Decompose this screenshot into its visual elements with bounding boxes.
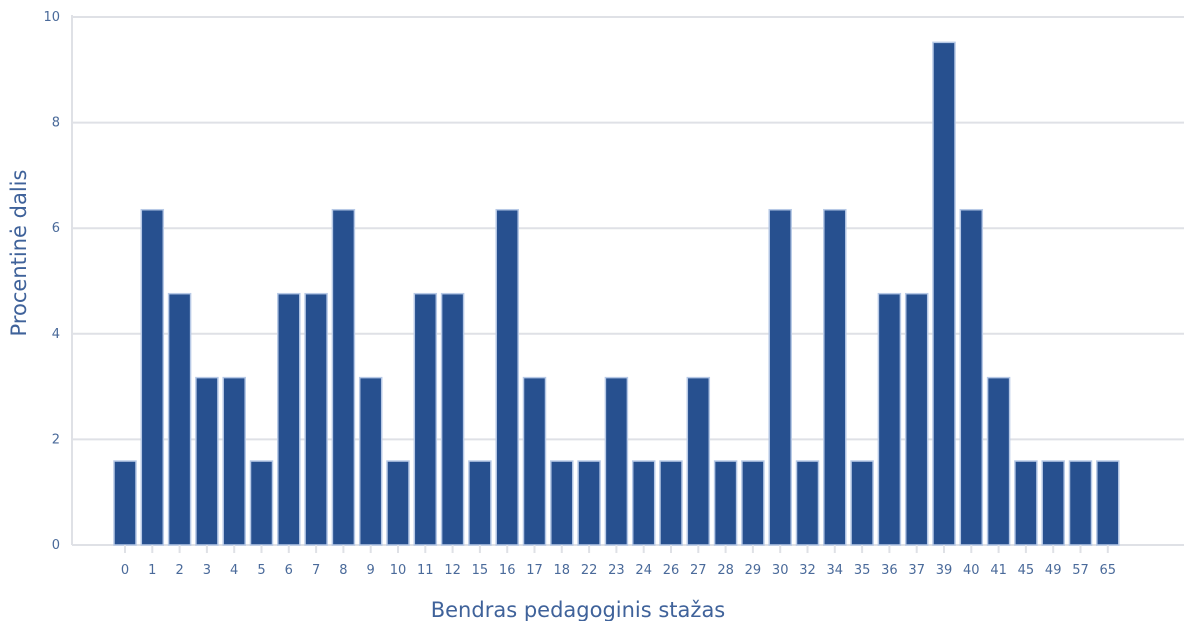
x-tick-label: 24 (635, 563, 652, 578)
x-tick-label: 2 (175, 563, 183, 578)
x-tick-label: 4 (230, 563, 238, 578)
bar-39 (932, 41, 956, 546)
x-tick-label: 39 (936, 563, 953, 578)
bar-15 (468, 460, 492, 546)
bar-22 (577, 460, 601, 546)
x-tick-label: 6 (285, 563, 293, 578)
x-tick-label: 41 (990, 563, 1007, 578)
bar-16 (495, 208, 519, 546)
bar-6 (277, 292, 301, 546)
y-tick-label: 6 (52, 221, 60, 236)
y-tick-label: 0 (52, 538, 60, 553)
x-tick-label: 26 (663, 563, 680, 578)
bar-17 (522, 376, 547, 546)
bar-27 (686, 376, 711, 546)
x-tick-label: 32 (799, 563, 816, 578)
x-tick-label: 36 (881, 563, 898, 578)
y-tick-label: 10 (43, 10, 60, 25)
bar-4 (222, 376, 246, 546)
x-tick-label: 7 (312, 563, 320, 578)
x-tick-label: 12 (444, 563, 461, 578)
bar-32 (795, 460, 820, 546)
bar-7 (304, 292, 328, 546)
bar-49 (1041, 460, 1065, 546)
bar-24 (631, 460, 656, 546)
x-tick-label: 23 (608, 563, 625, 578)
bar-34 (823, 208, 847, 546)
bar-28 (713, 460, 738, 546)
y-tick-label: 4 (52, 327, 60, 342)
x-tick-label: 3 (203, 563, 211, 578)
bar-26 (659, 460, 683, 546)
x-axis: 0 1 2 3 4 5 6 7 8 9 10 11 12 15 16 17 18 22 23 24 26 27 28 29 30… (121, 545, 1116, 578)
x-tick-label: 17 (526, 563, 543, 578)
bar-18 (550, 460, 574, 546)
x-tick-label: 57 (1072, 563, 1089, 578)
x-tick-label: 45 (1018, 563, 1035, 578)
bar-5 (249, 460, 274, 546)
bar-0 (113, 460, 137, 546)
bar-37 (904, 292, 929, 546)
x-tick-label: 10 (390, 563, 407, 578)
x-tick-label: 11 (417, 563, 434, 578)
x-tick-label: 28 (717, 563, 734, 578)
x-tick-label: 29 (745, 563, 762, 578)
bar-3 (195, 376, 219, 546)
bar-29 (741, 460, 765, 546)
bars-layer (113, 41, 1120, 546)
x-tick-label: 49 (1045, 563, 1062, 578)
x-tick-label: 27 (690, 563, 707, 578)
bar-30 (768, 208, 792, 546)
x-tick-label: 1 (148, 563, 156, 578)
x-tick-label: 65 (1100, 563, 1117, 578)
x-tick-label: 22 (581, 563, 598, 578)
x-tick-label: 40 (963, 563, 980, 578)
x-tick-label: 35 (854, 563, 871, 578)
bar-23 (604, 376, 629, 546)
y-tick-label: 2 (52, 432, 60, 447)
bar-12 (440, 292, 465, 546)
y-axis: 0 2 4 6 8 10 (43, 10, 73, 553)
x-tick-label: 15 (472, 563, 489, 578)
x-tick-label: 8 (339, 563, 347, 578)
y-tick-label: 8 (52, 116, 60, 131)
bar-40 (959, 208, 984, 546)
bar-10 (386, 460, 410, 546)
bar-65 (1096, 460, 1120, 546)
bar-41 (986, 376, 1011, 546)
bar-45 (1014, 460, 1038, 546)
bar-8 (331, 208, 356, 546)
bar-2 (167, 292, 192, 546)
x-tick-label: 5 (257, 563, 265, 578)
x-axis-title: Bendras pedagoginis stažas (431, 598, 726, 621)
y-axis-title: Procentinė dalis (7, 170, 31, 337)
bar-57 (1068, 460, 1093, 546)
x-tick-label: 30 (772, 563, 789, 578)
x-tick-label: 9 (367, 563, 375, 578)
bar-11 (413, 292, 438, 546)
bar-35 (850, 460, 874, 546)
bar-9 (358, 376, 383, 546)
x-tick-label: 0 (121, 563, 129, 578)
x-tick-label: 18 (554, 563, 571, 578)
bar-1 (140, 208, 165, 546)
bar-36 (877, 292, 902, 546)
x-tick-label: 34 (827, 563, 844, 578)
x-tick-label: 37 (908, 563, 925, 578)
x-tick-label: 16 (499, 563, 516, 578)
